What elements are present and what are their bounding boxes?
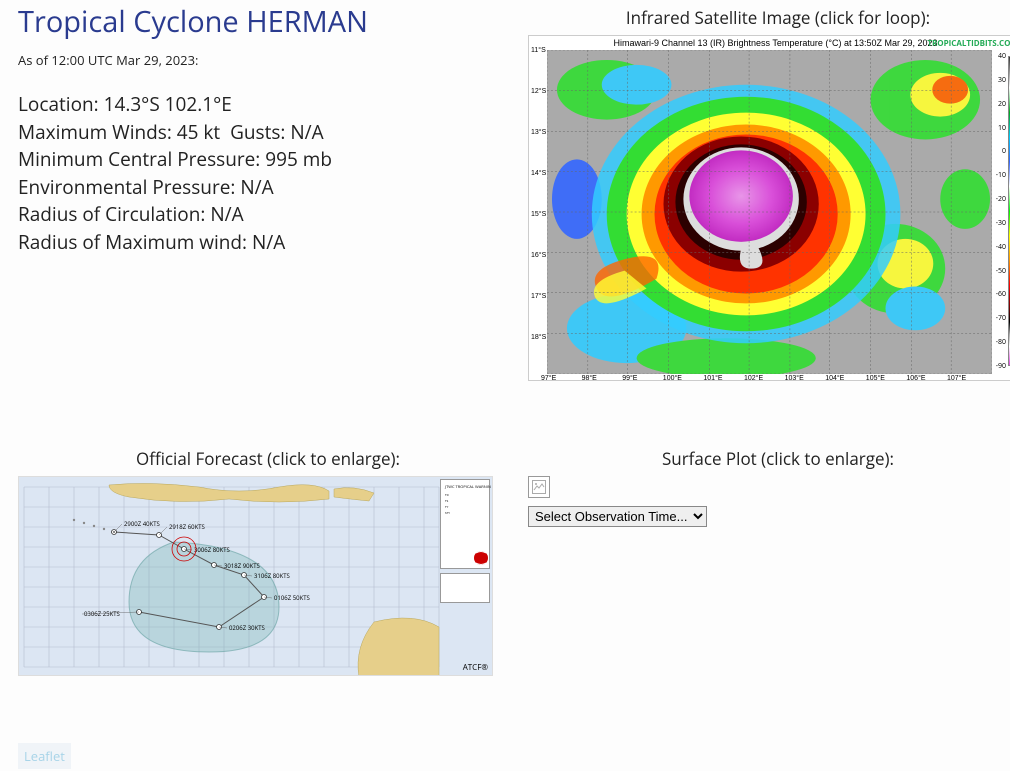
sat-lon-tick: 98°E <box>582 375 597 382</box>
storm-title: Tropical Cyclone HERMAN <box>18 2 518 41</box>
sat-plot-area <box>547 50 992 374</box>
sat-lat-tick: 11°S <box>531 47 546 54</box>
location-value: 14.3°S 102.1°E <box>104 91 232 117</box>
sat-cb-tick: -40 <box>996 243 1006 252</box>
rmw-value: N/A <box>252 229 285 255</box>
forecast-attr-tr: JTWC <box>471 476 488 477</box>
sat-lat-tick: 15°S <box>531 211 546 218</box>
sat-cb-tick: -30 <box>996 219 1006 228</box>
sat-cb-tick: 30 <box>998 76 1006 85</box>
gusts-value: N/A <box>290 119 323 145</box>
surface-section-title: Surface Plot (click to enlarge): <box>528 447 1010 470</box>
sat-lat-tick: 13°S <box>531 129 546 136</box>
forecast-attr-br: ATCF® <box>463 662 488 673</box>
sat-lat-tick: 17°S <box>531 293 546 300</box>
broken-image-icon <box>532 480 546 494</box>
sat-cb-tick: -20 <box>996 195 1006 204</box>
sat-lon-tick: 102°E <box>744 375 763 382</box>
svg-text:STY: STY <box>445 511 450 515</box>
envpress-label: Environmental Pressure: <box>18 174 235 200</box>
surface-image-placeholder[interactable] <box>528 476 550 498</box>
forecast-section-title: Official Forecast (click to enlarge): <box>18 447 518 470</box>
sat-cb-tick: -60 <box>996 290 1006 299</box>
leaflet-attribution[interactable]: Leaflet <box>18 743 71 769</box>
sat-lon-tick: 105°E <box>866 375 885 382</box>
storm-stats: Location: 14.3°S 102.1°E Maximum Winds: … <box>18 91 518 256</box>
sat-lon-tick: 100°E <box>663 375 682 382</box>
svg-text:TY: TY <box>445 505 449 509</box>
sat-cb-tick: 10 <box>998 124 1006 133</box>
sat-lon-tick: 104°E <box>825 375 844 382</box>
sat-cb-tick: -50 <box>996 267 1006 276</box>
forecast-legend-box: JTWC TROPICAL WARNING TD TS TY STY <box>440 479 490 569</box>
press-label: Minimum Central Pressure: <box>18 146 260 172</box>
press-value: 995 mb <box>265 146 332 172</box>
roc-value: N/A <box>210 201 243 227</box>
sat-lon-tick: 101°E <box>703 375 722 382</box>
sat-lon-tick: 99°E <box>622 375 637 382</box>
roc-label: Radius of Circulation: <box>18 201 205 227</box>
sat-cb-tick: 40 <box>998 52 1006 61</box>
svg-text:2900Z 40KTS: 2900Z 40KTS <box>124 520 160 528</box>
maxwind-label: Maximum Winds: <box>18 119 172 145</box>
svg-text:JTWC TROPICAL WARNING: JTWC TROPICAL WARNING <box>444 485 491 490</box>
svg-text:3106Z 80KTS: 3106Z 80KTS <box>254 572 290 580</box>
sat-cb-tick: 20 <box>998 100 1006 109</box>
sat-lon-tick: 106°E <box>906 375 925 382</box>
location-label: Location: <box>18 91 99 117</box>
sat-lon-tick: 107°E <box>947 375 966 382</box>
sat-image[interactable]: Himawari-9 Channel 13 (IR) Brightness Te… <box>528 35 1010 381</box>
forecast-image[interactable]: 2900Z 40KTS 2918Z 60KTS 3006Z 80KTS 3018Z 9… <box>18 476 493 676</box>
sat-cb-tick: -90 <box>996 362 1006 371</box>
envpress-value: N/A <box>240 174 273 200</box>
sat-section-title: Infrared Satellite Image (click for loop… <box>528 6 1010 29</box>
sat-brand: TROPICALTIDBITS.COM <box>927 38 1010 49</box>
sat-lat-tick: 18°S <box>531 334 546 341</box>
sat-cb-tick: 0 <box>1002 147 1006 156</box>
svg-text:0206Z 30KTS: 0206Z 30KTS <box>229 624 265 632</box>
rmw-label: Radius of Maximum wind: <box>18 229 247 255</box>
svg-text:2918Z 60KTS: 2918Z 60KTS <box>169 523 205 531</box>
gusts-label: Gusts: <box>230 119 285 145</box>
svg-text:TD: TD <box>445 493 449 497</box>
sat-lon-tick: 103°E <box>785 375 804 382</box>
forecast-legend-box-2 <box>440 573 490 603</box>
sat-cb-tick: -70 <box>996 314 1006 323</box>
svg-text:0306Z 25KTS: 0306Z 25KTS <box>84 610 120 618</box>
asof-timestamp: As of 12:00 UTC Mar 29, 2023: <box>18 51 518 69</box>
sat-lat-tick: 16°S <box>531 252 546 259</box>
svg-text:0106Z 50KTS: 0106Z 50KTS <box>274 594 310 602</box>
sat-cb-tick: -10 <box>996 171 1006 180</box>
maxwind-value: 45 kt <box>177 119 220 145</box>
svg-text:3006Z 80KTS: 3006Z 80KTS <box>194 546 230 554</box>
observation-time-select[interactable]: Select Observation Time... <box>528 506 707 527</box>
sat-lon-tick: 97°E <box>541 375 556 382</box>
svg-text:3018Z 90KTS: 3018Z 90KTS <box>224 562 260 570</box>
sat-lat-tick: 14°S <box>531 170 546 177</box>
svg-text:TS: TS <box>445 499 449 503</box>
sat-cb-tick: -80 <box>996 338 1006 347</box>
sat-lat-tick: 12°S <box>531 88 546 95</box>
